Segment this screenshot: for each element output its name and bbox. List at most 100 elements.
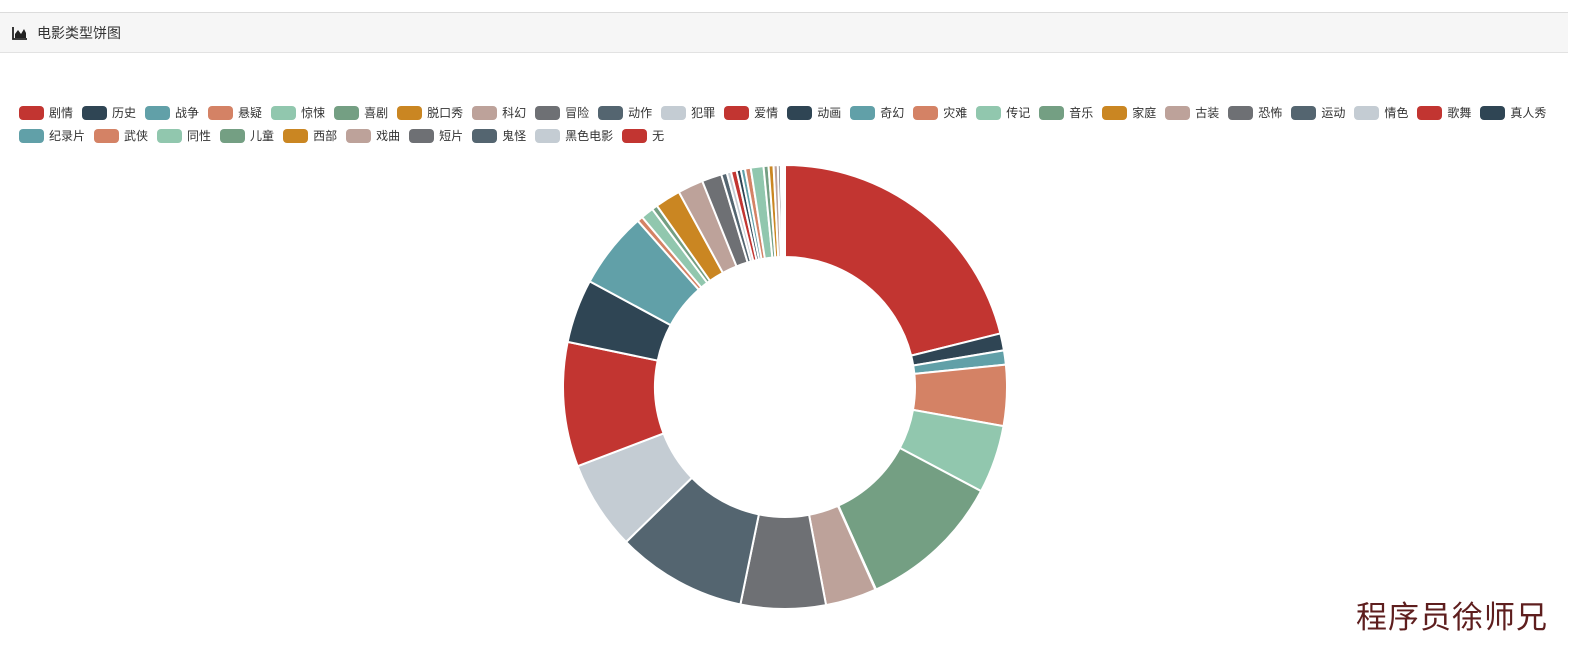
legend-item[interactable]: 悬疑 [208, 104, 262, 121]
legend-item[interactable]: 战争 [145, 104, 199, 121]
legend-label: 恐怖 [1258, 106, 1283, 120]
legend-label: 动作 [628, 106, 653, 120]
legend-label: 战争 [175, 106, 200, 120]
legend-item[interactable]: 冒险 [535, 104, 589, 121]
legend-item[interactable]: 喜剧 [334, 104, 388, 121]
legend-item[interactable]: 恐怖 [1228, 104, 1282, 121]
legend-item[interactable]: 家庭 [1102, 104, 1156, 121]
legend-swatch [598, 105, 624, 120]
legend-item[interactable]: 犯罪 [661, 104, 715, 121]
legend-swatch [283, 128, 309, 143]
legend-label: 犯罪 [691, 106, 716, 120]
legend-item[interactable]: 情色 [1354, 104, 1408, 121]
top-divider [0, 12, 1568, 13]
legend-item[interactable]: 武侠 [94, 127, 148, 144]
legend-label: 悬疑 [238, 106, 263, 120]
legend-swatch [220, 128, 246, 143]
legend-swatch [913, 105, 939, 120]
legend-item[interactable]: 鬼怪 [472, 127, 526, 144]
legend-swatch [622, 128, 648, 143]
legend-swatch [19, 128, 44, 143]
legend-label: 爱情 [754, 106, 779, 120]
legend-item[interactable]: 无 [622, 127, 664, 144]
legend-item[interactable]: 儿童 [220, 127, 274, 144]
legend-label: 同性 [187, 129, 212, 143]
legend-label: 短片 [439, 129, 464, 143]
legend-label: 运动 [1321, 106, 1346, 120]
legend-swatch [346, 128, 372, 143]
legend-item[interactable]: 动作 [598, 104, 652, 121]
legend-label: 家庭 [1132, 106, 1157, 120]
legend-item[interactable]: 短片 [409, 127, 463, 144]
legend-item[interactable]: 奇幻 [850, 104, 904, 121]
legend-item[interactable]: 西部 [283, 127, 337, 144]
legend-label: 惊悚 [301, 106, 326, 120]
legend-row: 纪录片 武侠 同性 儿童 西部 戏曲 短片 鬼怪 黑色电影 无 [19, 124, 1559, 147]
legend-swatch [1039, 105, 1065, 120]
legend-swatch [661, 105, 687, 120]
legend-swatch [850, 105, 876, 120]
legend-label: 剧情 [49, 106, 74, 120]
legend-label: 真人秀 [1510, 106, 1547, 120]
legend-label: 历史 [112, 106, 137, 120]
legend-swatch [1354, 105, 1380, 120]
legend-swatch [535, 128, 561, 143]
legend-item[interactable]: 动画 [787, 104, 841, 121]
legend-item[interactable]: 古装 [1165, 104, 1219, 121]
legend-item[interactable]: 同性 [157, 127, 211, 144]
legend-item[interactable]: 惊悚 [271, 104, 325, 121]
legend-item[interactable]: 戏曲 [346, 127, 400, 144]
legend-item[interactable]: 脱口秀 [397, 104, 463, 121]
legend-label: 鬼怪 [502, 129, 527, 143]
panel-title: 电影类型饼图 [37, 25, 121, 42]
legend-label: 传记 [1006, 106, 1031, 120]
legend-item[interactable]: 科幻 [472, 104, 526, 121]
legend-swatch [157, 128, 183, 143]
legend-item[interactable]: 传记 [976, 104, 1030, 121]
pie-slice[interactable] [784, 163, 1002, 357]
panel-header: 电影类型饼图 [0, 13, 1568, 53]
legend-swatch [535, 105, 561, 120]
legend-swatch [1480, 105, 1506, 120]
legend-swatch [1291, 105, 1317, 120]
legend-label: 儿童 [250, 129, 275, 143]
legend-label: 音乐 [1069, 106, 1094, 120]
chart-legend: 剧情 历史 战争 悬疑 惊悚 喜剧 脱口秀 科幻 冒险 动作 犯罪 爱情 动画 奇幻 灾难 传记 音乐 家庭 古装 恐… [19, 101, 1559, 147]
legend-item[interactable]: 黑色电影 [535, 127, 613, 144]
legend-label: 情色 [1384, 106, 1409, 120]
legend-swatch [1417, 105, 1443, 120]
legend-label: 奇幻 [880, 106, 905, 120]
legend-label: 纪录片 [49, 129, 86, 143]
legend-item[interactable]: 运动 [1291, 104, 1345, 121]
legend-item[interactable]: 历史 [82, 104, 136, 121]
legend-swatch [271, 105, 297, 120]
legend-item[interactable]: 真人秀 [1480, 104, 1546, 121]
legend-item[interactable]: 爱情 [724, 104, 778, 121]
legend-swatch [334, 105, 360, 120]
legend-label: 喜剧 [364, 106, 389, 120]
legend-swatch [397, 105, 423, 120]
legend-label: 黑色电影 [565, 129, 614, 143]
legend-swatch [82, 105, 108, 120]
legend-swatch [472, 128, 498, 143]
legend-label: 歌舞 [1447, 106, 1472, 120]
legend-row: 剧情 历史 战争 悬疑 惊悚 喜剧 脱口秀 科幻 冒险 动作 犯罪 爱情 动画 奇幻 灾难 传记 音乐 家庭 古装 恐… [19, 101, 1559, 124]
legend-item[interactable]: 纪录片 [19, 127, 85, 144]
legend-swatch [208, 105, 234, 120]
legend-item[interactable]: 音乐 [1039, 104, 1093, 121]
legend-label: 古装 [1195, 106, 1220, 120]
legend-label: 无 [652, 129, 665, 143]
legend-item[interactable]: 剧情 [19, 104, 73, 121]
legend-label: 科幻 [502, 106, 527, 120]
pie-slice[interactable] [782, 163, 786, 259]
legend-item[interactable]: 灾难 [913, 104, 967, 121]
legend-swatch [1165, 105, 1191, 120]
legend-label: 戏曲 [376, 129, 401, 143]
legend-swatch [19, 105, 44, 120]
legend-swatch [94, 128, 120, 143]
watermark: 程序员徐师兄 [1356, 600, 1548, 636]
legend-label: 灾难 [943, 106, 968, 120]
legend-swatch [1228, 105, 1254, 120]
legend-item[interactable]: 歌舞 [1417, 104, 1471, 121]
